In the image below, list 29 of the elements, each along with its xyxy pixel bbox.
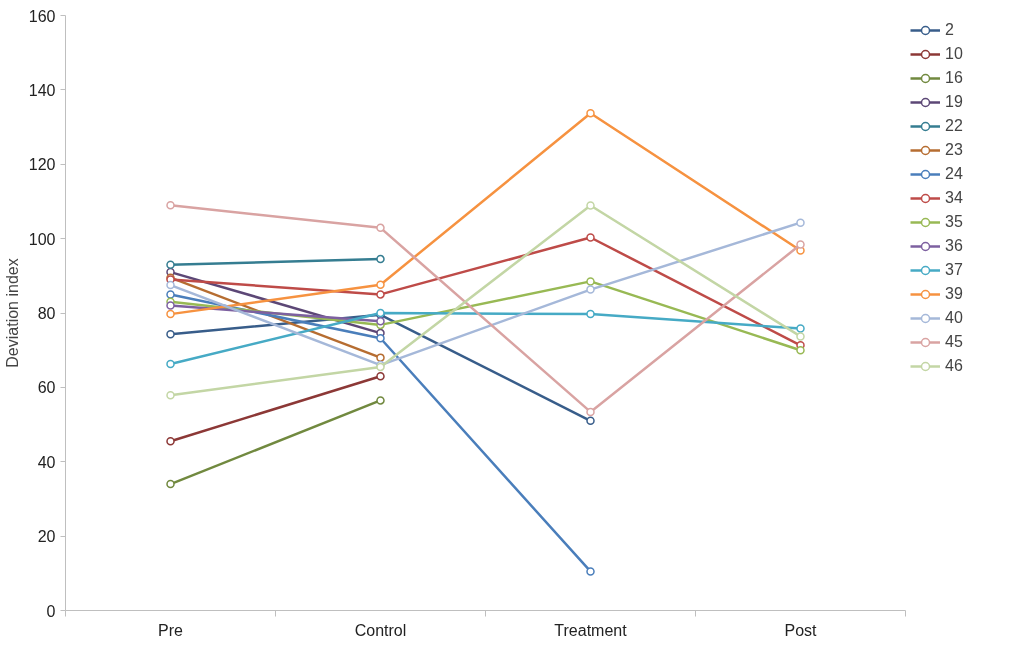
y-tick-label: 0 (46, 602, 56, 620)
legend-label: 37 (945, 261, 964, 279)
y-tick-label: 40 (37, 453, 56, 471)
legend-label: 39 (945, 285, 964, 303)
legend-label: 19 (945, 93, 964, 111)
legend-label: 36 (945, 237, 964, 255)
x-tick-label: Post (784, 621, 818, 639)
legend-label: 34 (945, 189, 964, 207)
legend-label: 46 (945, 357, 964, 375)
legend-label: 23 (945, 141, 964, 159)
x-tick-label: Pre (158, 621, 184, 639)
legend-label: 24 (945, 165, 964, 183)
legend-label: 22 (945, 117, 964, 135)
y-tick-label: 20 (37, 528, 56, 546)
legend-label: 45 (945, 333, 964, 351)
y-tick-label: 100 (28, 230, 56, 248)
x-tick-label: Control (354, 621, 407, 639)
legend-label: 35 (945, 213, 964, 231)
legend-label: 10 (945, 45, 964, 63)
y-axis-title: Deviation index (3, 258, 21, 368)
legend-label: 16 (945, 69, 964, 87)
legend-label: 2 (945, 21, 955, 39)
y-tick-label: 160 (28, 7, 56, 25)
y-tick-label: 80 (37, 305, 56, 322)
y-tick-label: 140 (28, 81, 56, 99)
y-tick-label: 60 (37, 379, 56, 397)
x-tick-label: Treatment (554, 621, 628, 639)
legend-label: 40 (945, 309, 964, 327)
y-tick-label: 120 (28, 156, 56, 174)
